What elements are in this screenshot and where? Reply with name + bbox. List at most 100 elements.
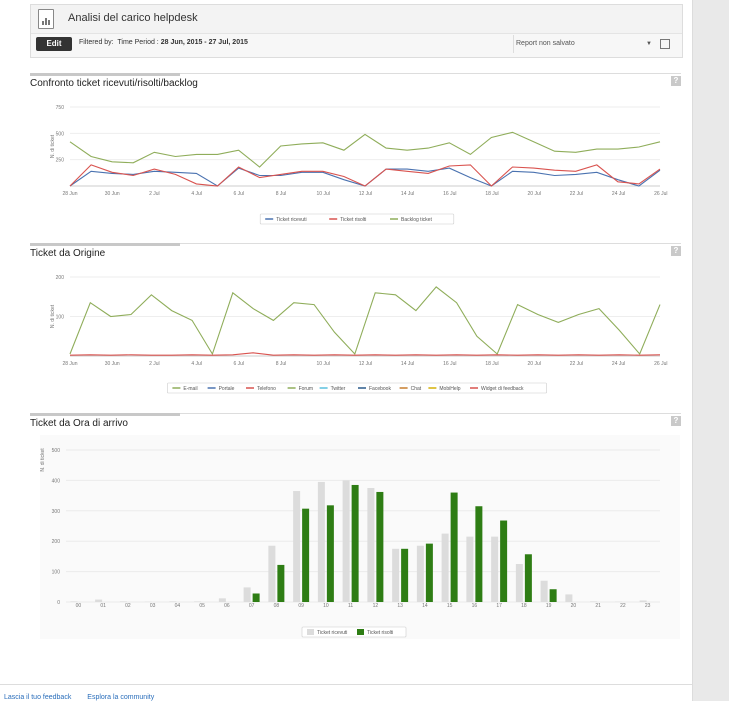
bar-risolti xyxy=(401,548,409,602)
x-tick-label: 13 xyxy=(397,603,403,609)
bar-risolti xyxy=(376,491,384,602)
y-tick-label: 750 xyxy=(56,105,65,111)
panel-hour: Ticket da Ora di arrivo ? 0 100 200 300 400 5… xyxy=(30,413,681,645)
chart-title-origin: Ticket da Origine xyxy=(30,248,106,259)
x-tick-label: 03 xyxy=(150,603,156,609)
right-sidebar xyxy=(692,0,729,701)
x-tick-label: 12 Jul xyxy=(359,191,372,197)
legend-box xyxy=(259,213,455,225)
y-tick-label: 400 xyxy=(52,478,61,484)
bar-ricevuti xyxy=(268,545,276,602)
bar-risolti xyxy=(302,508,310,602)
x-tick-label: 28 Jun xyxy=(62,361,77,367)
y-tick-label: 0 xyxy=(57,600,60,606)
x-tick-label: 18 Jul xyxy=(485,361,498,367)
x-tick-label: 24 Jul xyxy=(612,361,625,367)
x-tick-label: 10 Jul xyxy=(317,191,330,197)
bar-ricevuti xyxy=(565,594,573,602)
panel-divider xyxy=(30,243,681,244)
legend-label: Facebook xyxy=(369,386,391,392)
legend-label: Ticket risolti xyxy=(367,630,393,636)
bar-ricevuti xyxy=(194,601,202,602)
help-icon[interactable]: ? xyxy=(671,76,681,86)
hour-chart: 0 100 200 300 400 500 N. di ticket 00 01 02 03 04 05… xyxy=(40,435,680,639)
x-tick-label: 16 xyxy=(472,603,478,609)
legend-swatch xyxy=(307,629,314,635)
panel-divider xyxy=(30,413,681,414)
x-tick-label: 16 Jul xyxy=(443,191,456,197)
bar-ricevuti xyxy=(342,480,350,602)
x-tick-label: 14 Jul xyxy=(401,361,414,367)
bar-risolti xyxy=(500,520,508,602)
x-tick-label: 06 xyxy=(224,603,230,609)
x-tick-label: 14 xyxy=(422,603,428,609)
bar-ricevuti xyxy=(367,488,375,602)
x-tick-label: 17 xyxy=(496,603,502,609)
x-tick-label: 23 xyxy=(645,603,651,609)
legend-label: MobiHelp xyxy=(439,386,460,392)
x-tick-label: 22 xyxy=(620,603,626,609)
bar-ricevuti xyxy=(441,533,449,602)
help-icon[interactable]: ? xyxy=(671,246,681,256)
x-tick-label: 18 xyxy=(521,603,527,609)
x-tick-label: 20 Jul xyxy=(528,361,541,367)
legend-box xyxy=(167,382,547,394)
x-tick-label: 4 Jul xyxy=(191,191,202,197)
chevron-down-icon: ▼ xyxy=(646,41,652,47)
chart-title-backlog: Confronto ticket ricevuti/risolti/backlo… xyxy=(30,78,198,89)
bar-risolti xyxy=(475,506,483,602)
x-tick-label: 20 Jul xyxy=(528,191,541,197)
x-tick-label: 21 xyxy=(595,603,601,609)
x-tick-label: 22 Jul xyxy=(570,191,583,197)
x-tick-label: 26 Jul xyxy=(654,191,667,197)
x-tick-label: 12 Jul xyxy=(359,361,372,367)
community-link[interactable]: Esplora la community xyxy=(87,694,155,701)
x-tick-label: 08 xyxy=(274,603,280,609)
x-tick-label: 07 xyxy=(249,603,255,609)
bar-ricevuti xyxy=(243,587,251,602)
y-axis-label: N. di ticket xyxy=(50,304,56,328)
page-title: Analisi del carico helpdesk xyxy=(68,12,198,24)
bar-risolti xyxy=(524,554,532,602)
y-tick-label: 500 xyxy=(52,448,61,454)
panel-backlog: Confronto ticket ricevuti/risolti/backlo… xyxy=(30,73,681,233)
chart-title-hour: Ticket da Ora di arrivo xyxy=(30,418,128,429)
legend-label: Backlog ticket xyxy=(401,217,432,223)
y-tick-label: 200 xyxy=(52,539,61,545)
x-tick-label: 10 Jul xyxy=(317,361,330,367)
feedback-link[interactable]: Lascia il tuo feedback xyxy=(4,694,72,701)
edit-button[interactable]: Edit xyxy=(36,37,72,51)
y-tick-label: 500 xyxy=(56,131,65,137)
x-tick-label: 22 Jul xyxy=(570,361,583,367)
bar-ricevuti xyxy=(317,481,325,602)
save-icon[interactable] xyxy=(660,39,670,49)
panel-accent xyxy=(30,73,180,76)
bar-risolti xyxy=(549,589,557,602)
backlog-chart: 250 500 750 N. di ticket 28 Jun 30 Jun 2 Jul 4 … xyxy=(50,105,667,225)
help-icon[interactable]: ? xyxy=(671,416,681,426)
legend-label: Ticket ricevuti xyxy=(317,630,347,636)
report-select-value: Report non salvato xyxy=(516,40,575,47)
x-tick-label: 28 Jun xyxy=(62,191,77,197)
x-tick-label: 30 Jun xyxy=(105,191,120,197)
y-axis-label: N. di ticket xyxy=(50,134,56,158)
bar-risolti xyxy=(277,564,285,602)
legend-label: Telefono xyxy=(257,386,276,392)
legend-label: Twitter xyxy=(331,386,346,392)
bar-risolti xyxy=(425,543,433,602)
footer: Lascia il tuo feedback Esplora la commun… xyxy=(4,694,168,701)
x-tick-label: 4 Jul xyxy=(191,361,202,367)
x-tick-label: 2 Jul xyxy=(149,361,160,367)
bar-ricevuti xyxy=(95,599,103,602)
x-tick-label: 2 Jul xyxy=(149,191,160,197)
main-area: Analisi del carico helpdesk Edit Filtere… xyxy=(0,4,692,701)
report-select[interactable]: Report non salvato ▼ xyxy=(513,35,656,53)
series-line-ticket-risolti xyxy=(69,164,661,187)
x-tick-label: 30 Jun xyxy=(105,361,120,367)
filter-summary: Filtered by: Time Period : 28 Jun, 2015 … xyxy=(79,39,248,46)
legend-label: Widget di feedback xyxy=(481,386,524,392)
y-tick-label: 300 xyxy=(52,509,61,515)
filter-prefix: Filtered by: xyxy=(79,39,114,46)
x-tick-label: 6 Jul xyxy=(234,191,245,197)
x-tick-label: 19 xyxy=(546,603,552,609)
